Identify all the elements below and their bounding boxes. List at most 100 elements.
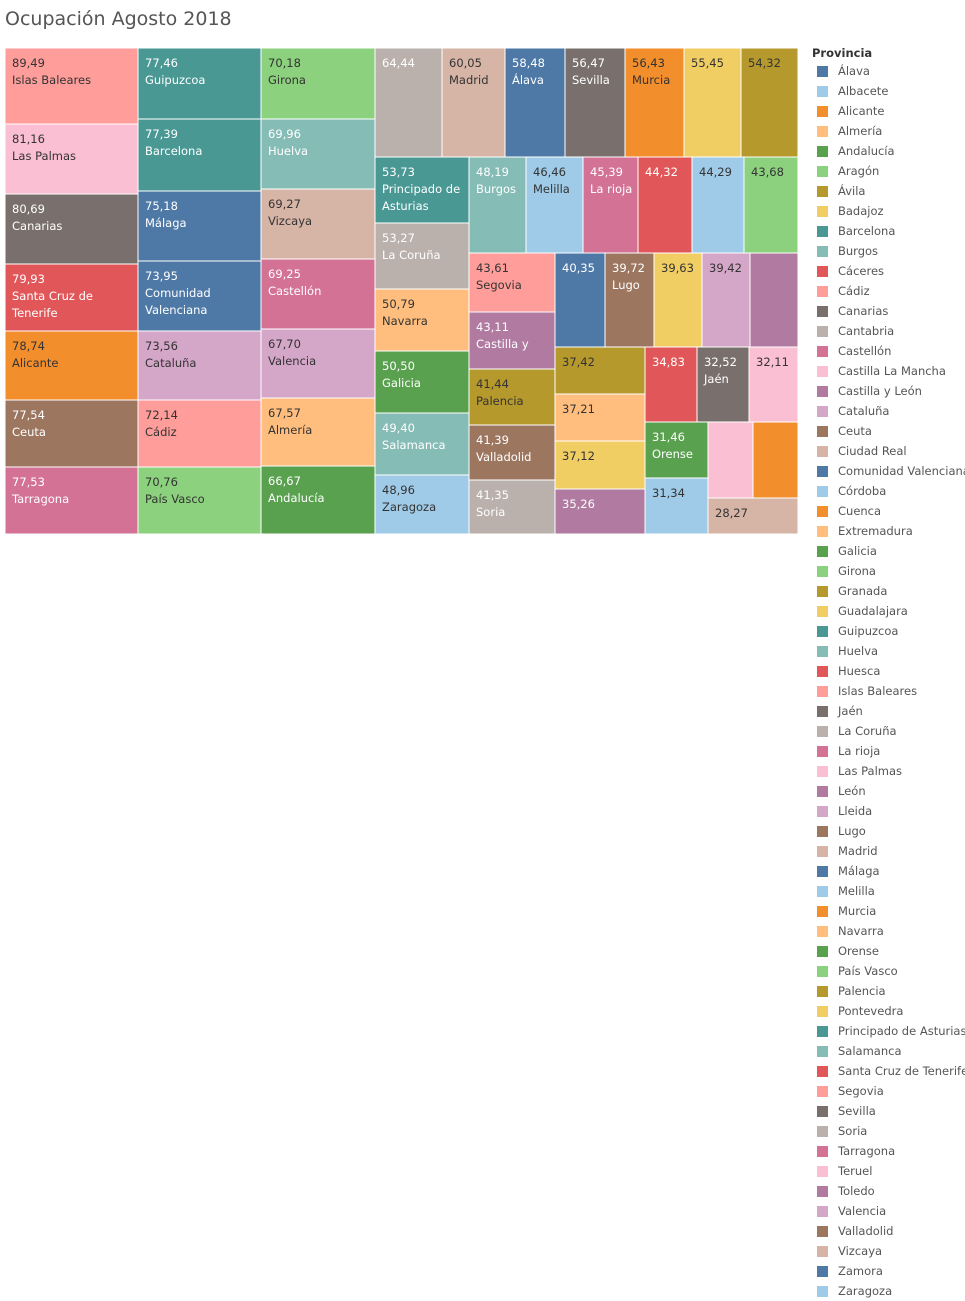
legend-item-huelva[interactable]: Huelva bbox=[812, 641, 965, 661]
treemap-rect-orense[interactable] bbox=[644, 421, 709, 479]
treemap-rect-valladolid[interactable] bbox=[468, 424, 556, 481]
legend-item-extremadura[interactable]: Extremadura bbox=[812, 521, 965, 541]
treemap-rect-jaen[interactable] bbox=[696, 346, 750, 423]
treemap-cell-jaen[interactable]: 32,52 Jaén bbox=[696, 346, 750, 423]
legend-item-valencia[interactable]: Valencia bbox=[812, 1201, 965, 1221]
treemap-rect-pontevedra[interactable] bbox=[554, 440, 646, 490]
legend-item-alicante[interactable]: Alicante bbox=[812, 101, 965, 121]
treemap-cell-pontevedra[interactable]: 37,12 bbox=[554, 440, 646, 490]
treemap-cell-aragon[interactable]: 43,68 bbox=[743, 156, 799, 254]
treemap-cell-galicia[interactable]: 50,50 Galicia bbox=[374, 350, 470, 414]
treemap-cell-comunidad-valenciana[interactable]: 73,95 Comunidad Valenciana bbox=[137, 260, 262, 332]
treemap-rect-tarragona[interactable] bbox=[4, 466, 139, 535]
treemap-cell-burgos[interactable]: 48,19 Burgos bbox=[468, 156, 527, 254]
treemap-rect-leon[interactable] bbox=[749, 252, 799, 348]
treemap-rect-girona[interactable] bbox=[260, 47, 376, 120]
legend-item-zamora[interactable]: Zamora bbox=[812, 1261, 965, 1281]
legend-item-cantabria[interactable]: Cantabria bbox=[812, 321, 965, 341]
treemap-cell-badajoz[interactable]: 55,45 bbox=[683, 47, 742, 158]
treemap-rect-ciudad-real[interactable] bbox=[707, 497, 799, 535]
treemap-rect-ceuta[interactable] bbox=[4, 399, 139, 468]
legend-item-santa-cruz-de-tenerife[interactable]: Santa Cruz de Tenerife bbox=[812, 1061, 965, 1081]
treemap-cell-guadalajara[interactable]: 39,63 bbox=[653, 252, 703, 348]
treemap-cell-castellon[interactable]: 69,25 Castellón bbox=[260, 258, 376, 330]
treemap-cell-valladolid[interactable]: 41,39 Valladolid bbox=[468, 424, 556, 481]
treemap-rect-teruel[interactable] bbox=[707, 421, 754, 499]
treemap-rect-aragon[interactable] bbox=[743, 156, 799, 254]
treemap-cell-castilla-la-mancha[interactable]: 32,11 bbox=[748, 346, 799, 423]
treemap-cell-pais-vasco[interactable]: 70,76 País Vasco bbox=[137, 466, 262, 535]
legend-item-melilla[interactable]: Melilla bbox=[812, 881, 965, 901]
legend-item-cuenca[interactable]: Cuenca bbox=[812, 501, 965, 521]
treemap-rect-alicante[interactable] bbox=[4, 330, 139, 401]
treemap-cell-palencia[interactable]: 41,44 Palencia bbox=[468, 368, 556, 426]
treemap-rect-guadalajara[interactable] bbox=[653, 252, 703, 348]
treemap-cell-ciudad-real[interactable]: 28,27 bbox=[707, 497, 799, 535]
legend-item-teruel[interactable]: Teruel bbox=[812, 1161, 965, 1181]
treemap-cell-leon[interactable] bbox=[749, 252, 799, 348]
treemap-rect-melilla[interactable] bbox=[525, 156, 584, 254]
legend-item-salamanca[interactable]: Salamanca bbox=[812, 1041, 965, 1061]
legend-item-cadiz[interactable]: Cádiz bbox=[812, 281, 965, 301]
treemap-cell-las-palmas[interactable]: 81,16 Las Palmas bbox=[4, 123, 139, 195]
legend-item-aragon[interactable]: Aragón bbox=[812, 161, 965, 181]
treemap-cell-girona[interactable]: 70,18 Girona bbox=[260, 47, 376, 120]
legend-item-huesca[interactable]: Huesca bbox=[812, 661, 965, 681]
legend-item-tarragona[interactable]: Tarragona bbox=[812, 1141, 965, 1161]
treemap-cell-orense[interactable]: 31,46 Orense bbox=[644, 421, 709, 479]
treemap-rect-badajoz[interactable] bbox=[683, 47, 742, 158]
treemap-rect-vizcaya[interactable] bbox=[260, 188, 376, 260]
treemap-rect-castellon[interactable] bbox=[260, 258, 376, 330]
legend-item-zaragoza[interactable]: Zaragoza bbox=[812, 1281, 965, 1301]
treemap-rect-zamora[interactable] bbox=[554, 252, 606, 348]
treemap-cell-huesca[interactable]: 34,83 bbox=[644, 346, 698, 423]
legend-item-cordoba[interactable]: Córdoba bbox=[812, 481, 965, 501]
treemap-cell-la-coruna[interactable]: 53,27 La Coruña bbox=[374, 222, 470, 290]
treemap-rect-albacete[interactable] bbox=[691, 156, 745, 254]
treemap-rect-barcelona[interactable] bbox=[137, 118, 262, 192]
treemap-cell-la-rioja[interactable]: 45,39 La rioja bbox=[582, 156, 639, 254]
treemap-rect-sevilla[interactable] bbox=[564, 47, 626, 158]
treemap-cell-navarra[interactable]: 50,79 Navarra bbox=[374, 288, 470, 352]
legend-item-sevilla[interactable]: Sevilla bbox=[812, 1101, 965, 1121]
legend-item-navarra[interactable]: Navarra bbox=[812, 921, 965, 941]
treemap-rect-castilla-y-leon[interactable] bbox=[468, 311, 556, 370]
treemap-cell-avila[interactable]: 54,32 bbox=[740, 47, 799, 158]
treemap-cell-cordoba[interactable]: 31,34 bbox=[644, 477, 709, 535]
treemap-cell-melilla[interactable]: 46,46 Melilla bbox=[525, 156, 584, 254]
treemap-rect-la-rioja[interactable] bbox=[582, 156, 639, 254]
treemap-cell-soria[interactable]: 41,35 Soria bbox=[468, 479, 556, 535]
legend-item-castellon[interactable]: Castellón bbox=[812, 341, 965, 361]
treemap-cell-granada[interactable]: 37,42 bbox=[554, 346, 646, 395]
legend-item-vizcaya[interactable]: Vizcaya bbox=[812, 1241, 965, 1261]
treemap-cell-alava[interactable]: 58,48 Álava bbox=[504, 47, 566, 158]
treemap-cell-cataluna[interactable]: 73,56 Cataluña bbox=[137, 330, 262, 401]
legend-item-pais-vasco[interactable]: País Vasco bbox=[812, 961, 965, 981]
legend-item-leon[interactable]: León bbox=[812, 781, 965, 801]
treemap-cell-murcia[interactable]: 56,43 Murcia bbox=[624, 47, 685, 158]
treemap-cell-teruel[interactable] bbox=[707, 421, 754, 499]
treemap-cell-zamora[interactable]: 40,35 bbox=[554, 252, 606, 348]
treemap-cell-malaga[interactable]: 75,18 Málaga bbox=[137, 190, 262, 262]
treemap-cell-santa-cruz-de-tenerife[interactable]: 79,93 Santa Cruz de Tenerife bbox=[4, 263, 139, 332]
treemap-cell-guipuzcoa[interactable]: 77,46 Guipuzcoa bbox=[137, 47, 262, 120]
treemap-cell-lleida[interactable]: 39,42 bbox=[701, 252, 751, 348]
legend-item-galicia[interactable]: Galicia bbox=[812, 541, 965, 561]
legend-item-comunidad-valenciana[interactable]: Comunidad Valenciana bbox=[812, 461, 965, 481]
treemap-rect-avila[interactable] bbox=[740, 47, 799, 158]
treemap-rect-lugo[interactable] bbox=[604, 252, 655, 348]
treemap-rect-valencia[interactable] bbox=[260, 328, 376, 399]
treemap-rect-alava[interactable] bbox=[504, 47, 566, 158]
legend-item-cataluna[interactable]: Cataluña bbox=[812, 401, 965, 421]
legend-item-caceres[interactable]: Cáceres bbox=[812, 261, 965, 281]
legend-item-badajoz[interactable]: Badajoz bbox=[812, 201, 965, 221]
legend-item-pontevedra[interactable]: Pontevedra bbox=[812, 1001, 965, 1021]
legend-item-burgos[interactable]: Burgos bbox=[812, 241, 965, 261]
legend-item-murcia[interactable]: Murcia bbox=[812, 901, 965, 921]
legend-item-granada[interactable]: Granada bbox=[812, 581, 965, 601]
treemap-cell-madrid[interactable]: 60,05 Madrid bbox=[441, 47, 506, 158]
legend-item-guadalajara[interactable]: Guadalajara bbox=[812, 601, 965, 621]
treemap-rect-malaga[interactable] bbox=[137, 190, 262, 262]
treemap-cell-islas-baleares[interactable]: 89,49 Islas Baleares bbox=[4, 47, 139, 125]
treemap-cell-segovia[interactable]: 43,61 Segovia bbox=[468, 252, 556, 313]
